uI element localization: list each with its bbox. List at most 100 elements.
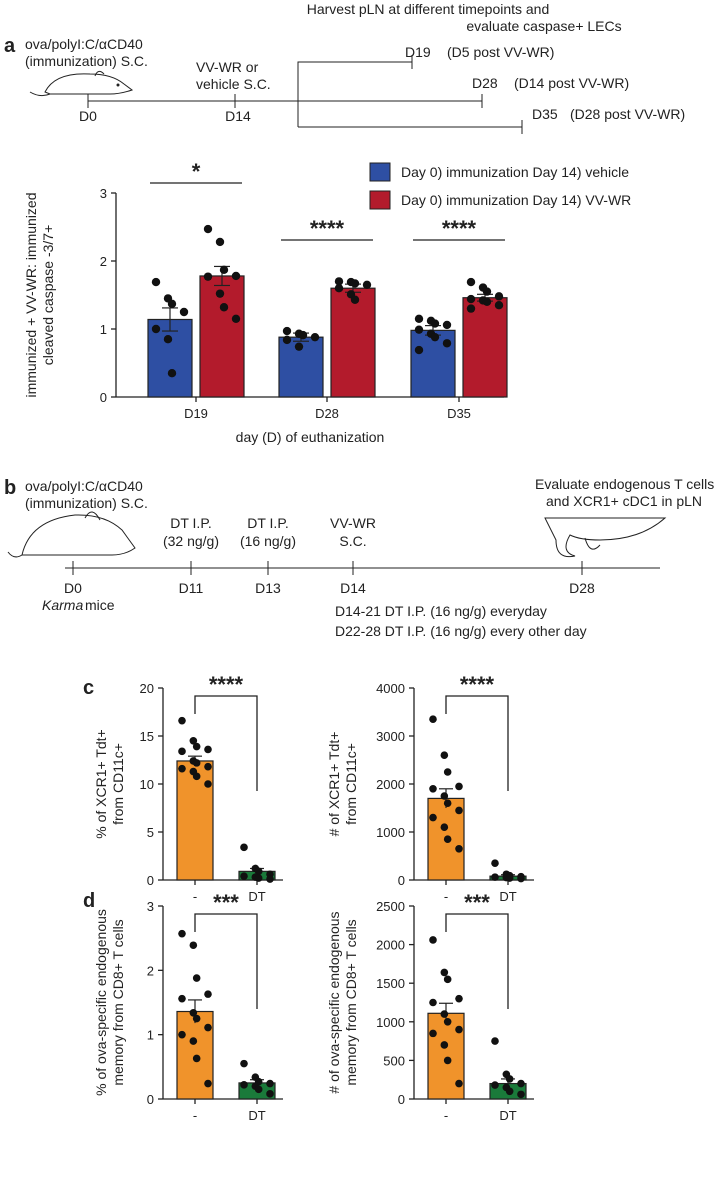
x-tick-label: DT [499, 889, 516, 904]
data-point [204, 780, 212, 788]
data-point [240, 1059, 248, 1068]
panel-c-letter: c [83, 677, 94, 699]
y-axis-label: # of XCR1+ Tdt+ [326, 732, 342, 837]
y-tick-label: 1000 [376, 1015, 405, 1030]
data-point [482, 297, 492, 306]
significance-label: * [192, 159, 201, 184]
data-point [204, 745, 212, 754]
significance-bracket [445, 695, 509, 791]
y-tick-label: 3 [100, 186, 107, 201]
harvest-label-1: Harvest pLN at different timepoints and [307, 1, 550, 17]
data-point [429, 813, 437, 822]
data-point [429, 785, 437, 793]
dt-note-2: D22-28 DT I.P. (16 ng/g) every other day [335, 623, 587, 639]
data-point [482, 287, 492, 296]
harvest-d35-day: D35 [532, 106, 558, 122]
y-tick-label: 1 [147, 1028, 154, 1043]
data-point [414, 314, 424, 323]
legend-label: Day 0) immunization Day 14) VV-WR [401, 192, 631, 208]
timeline-event-label: (32 ng/g) [163, 533, 219, 549]
data-point [517, 1090, 525, 1099]
data-point [231, 271, 241, 281]
timeline-day-label: D11 [179, 580, 204, 596]
evaluate-label-1: Evaluate endogenous T cells [535, 476, 714, 492]
data-point [517, 874, 525, 883]
data-point [429, 998, 437, 1007]
data-point [440, 1010, 449, 1018]
mouse-icon [544, 517, 667, 558]
x-tick-label: D19 [184, 406, 208, 421]
harvest-d35-note: (D28 post VV-WR) [570, 106, 685, 122]
data-point [266, 875, 274, 883]
data-point [466, 277, 476, 287]
data-point [240, 872, 248, 880]
data-point [443, 1018, 452, 1026]
data-point [429, 936, 437, 944]
b-immunization-label-2: (immunization) S.C. [25, 495, 148, 511]
y-tick-label: 1 [100, 322, 107, 337]
chart-a: 0 1 2 3 immunized + VV-WR: immunized cleaved … [23, 159, 631, 445]
dt-note-1: D14-21 DT I.P. (16 ng/g) everyday [335, 603, 547, 619]
data-point [282, 335, 292, 345]
data-point [266, 1090, 274, 1098]
data-point [178, 1030, 186, 1039]
bar [462, 297, 508, 398]
panel-a-letter: a [4, 35, 16, 57]
data-point [455, 1079, 463, 1088]
legend-label: Day 0) immunization Day 14) vehicle [401, 164, 629, 180]
data-point [298, 330, 308, 340]
data-point [466, 294, 476, 304]
harvest-d19-day: D19 [405, 44, 431, 60]
significance-bracket [445, 913, 509, 1009]
y-tick-label: 3000 [376, 729, 405, 744]
y-axis-label: memory from CD8+ T cells [343, 919, 359, 1085]
data-point [219, 265, 229, 275]
y-axis-label: % of ova-specific endogenous [93, 909, 109, 1096]
data-point [178, 994, 186, 1003]
y-tick-label: 0 [147, 1092, 154, 1107]
harvest-d19-note: (D5 post VV-WR) [447, 44, 554, 60]
b-immunization-label-1: ova/polyI:C/αCD40 [25, 478, 143, 494]
data-point [254, 874, 263, 882]
data-point [455, 806, 463, 815]
data-point [429, 1029, 437, 1038]
data-point [430, 319, 440, 328]
y-axis-label: % of XCR1+ Tdt+ [93, 729, 109, 838]
mice-strain: Karma [42, 597, 83, 613]
chart-d-percent: 0 1 2 3 % of ova-specific endogenous memory f… [93, 890, 283, 1123]
y-axis-label: memory from CD8+ T cells [110, 919, 126, 1085]
x-axis-label: day (D) of euthanization [236, 429, 385, 445]
y-tick-label: 5 [147, 825, 154, 840]
data-point [192, 1054, 201, 1063]
data-point [466, 304, 476, 313]
data-point [178, 929, 186, 938]
data-point [189, 941, 198, 950]
data-point [204, 1023, 212, 1032]
y-tick-label: 2 [100, 254, 107, 269]
y-axis-label: from CD11c+ [110, 743, 126, 825]
data-point [219, 303, 229, 312]
data-point [455, 1025, 463, 1034]
y-tick-label: 4000 [376, 681, 405, 696]
data-point [430, 332, 440, 342]
harvest-label-2: evaluate caspase+ LECs [466, 18, 621, 34]
data-point [163, 335, 173, 344]
data-point [294, 342, 304, 351]
panel-b-letter: b [4, 477, 16, 499]
x-tick-label: D35 [447, 406, 471, 421]
chart-c-percent: 0 5 10 15 20 % of XCR1+ Tdt+ from CD11c+ - DT ***… [93, 672, 283, 904]
data-point [178, 747, 186, 756]
data-point [517, 1079, 525, 1088]
y-tick-label: 3 [147, 899, 154, 914]
data-point [442, 320, 452, 330]
x-tick-label: - [444, 889, 448, 904]
data-point [178, 716, 186, 725]
y-tick-label: 500 [383, 1053, 405, 1068]
data-point [494, 301, 504, 310]
significance-label: *** [213, 890, 239, 915]
x-tick-label: DT [248, 889, 265, 904]
data-point [334, 284, 344, 293]
data-point [203, 224, 213, 234]
data-point [414, 325, 424, 334]
data-point [192, 1014, 201, 1023]
